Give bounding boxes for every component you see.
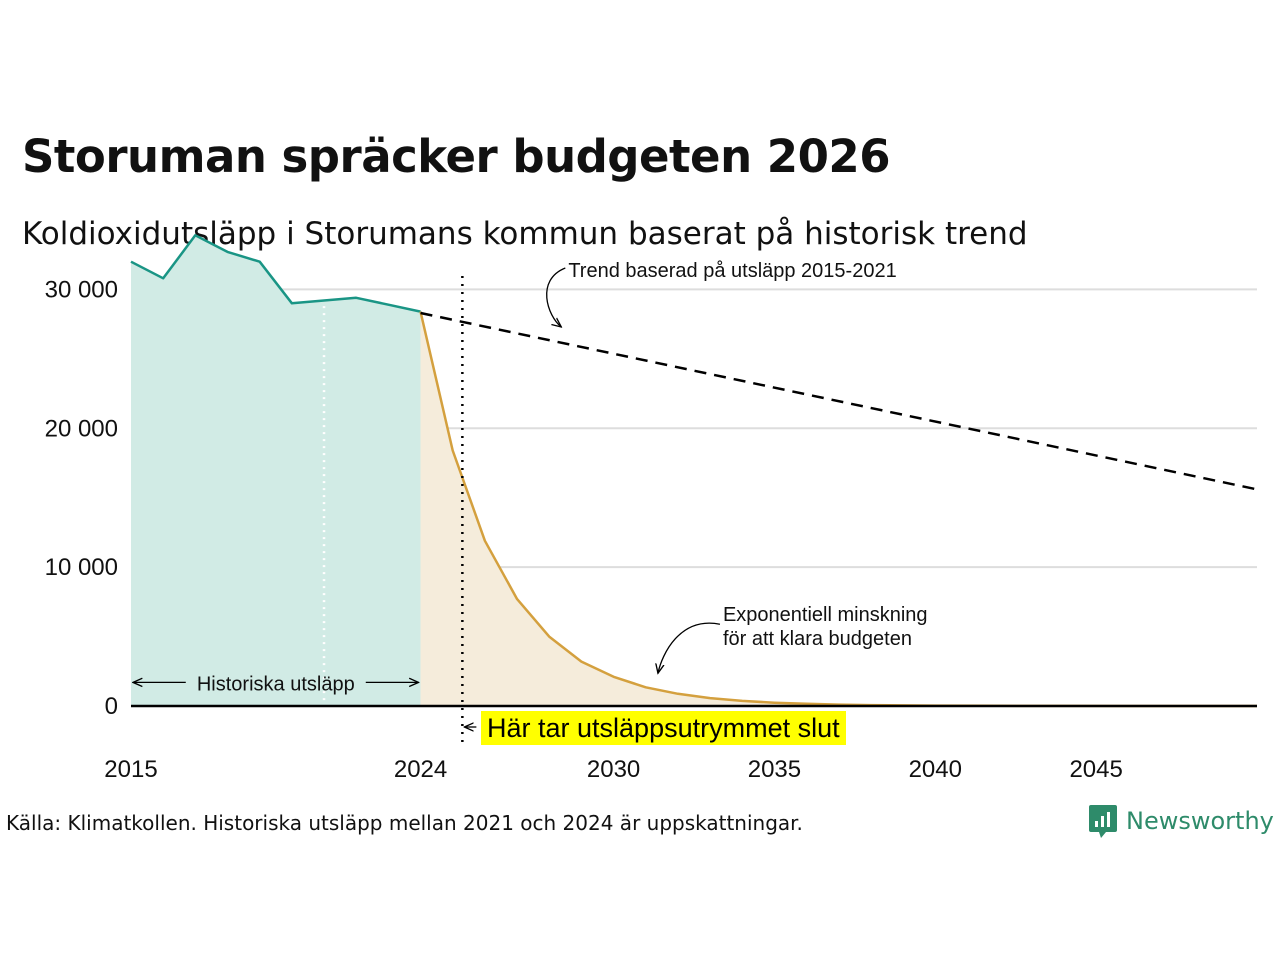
newsworthy-logo-text: Newsworthy — [1126, 807, 1274, 835]
historical-line — [130, 234, 421, 313]
reduction-area — [420, 311, 1257, 706]
trend-annotation-arrow — [546, 267, 566, 327]
historical-range-label: Historiska utsläpp — [197, 673, 355, 695]
y-tick-label: 30 000 — [45, 276, 118, 303]
newsworthy-logo-icon — [1089, 805, 1117, 838]
reduction-annotation-line1: Exponentiell minskning — [723, 604, 928, 626]
y-tick-label: 0 — [105, 693, 118, 720]
historical-area — [131, 235, 421, 707]
x-tick-label: 2035 — [748, 756, 801, 783]
trend-annotation: Trend baserad på utsläpp 2015-2021 — [568, 260, 896, 282]
trend-line — [420, 311, 1258, 491]
x-tick-label: 2015 — [104, 756, 157, 783]
y-tick-label: 10 000 — [45, 554, 118, 581]
source-note: Källa: Klimatkollen. Historiska utsläpp … — [6, 811, 803, 835]
chart-title: Storuman spräcker budgeten 2026 — [22, 130, 891, 183]
newsworthy-logo: Newsworthy — [1088, 803, 1274, 839]
y-tick-label: 20 000 — [45, 415, 118, 442]
reduction-annotation-line2: för att klara budgeten — [723, 628, 912, 650]
reduction-annotation-arrow — [658, 622, 721, 673]
x-tick-label: 2030 — [587, 756, 640, 783]
budget-end-label: Här tar utsläppsutrymmet slut — [481, 711, 846, 745]
x-tick-label: 2040 — [909, 756, 962, 783]
x-tick-label: 2045 — [1069, 756, 1122, 783]
x-tick-label: 2024 — [394, 756, 447, 783]
